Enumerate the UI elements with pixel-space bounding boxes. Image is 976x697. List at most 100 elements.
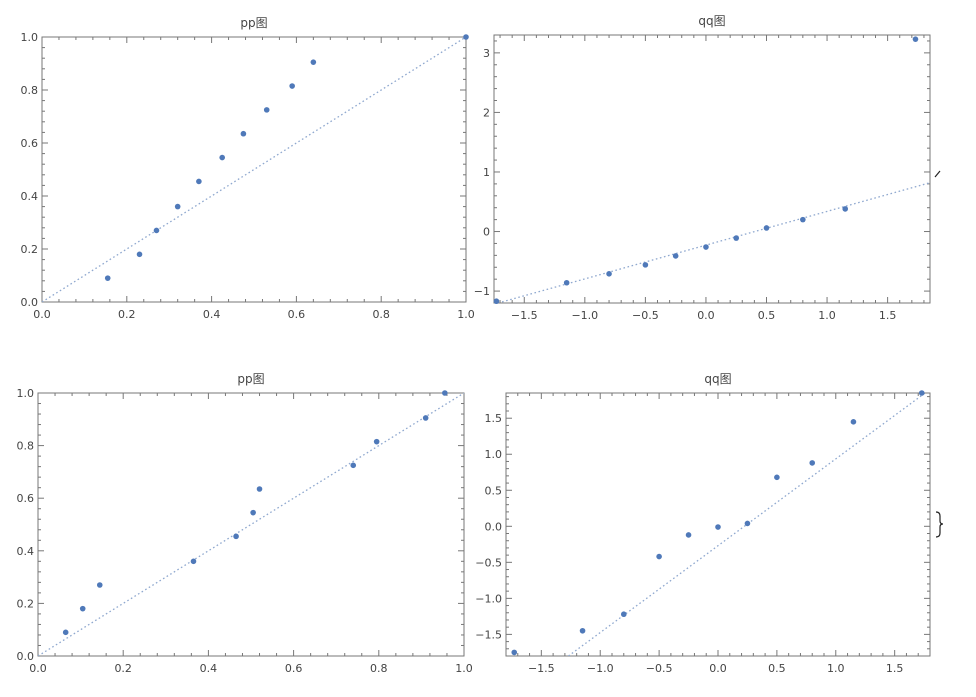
x-tick-label: −1.5 xyxy=(511,309,538,322)
data-point xyxy=(174,203,181,210)
x-tick-label: −0.5 xyxy=(646,662,673,675)
x-tick-label: 0.0 xyxy=(33,308,51,321)
y-tick-label: 1.0 xyxy=(485,448,503,461)
data-point xyxy=(136,251,143,258)
data-point xyxy=(685,532,692,538)
data-point xyxy=(373,438,380,445)
data-point xyxy=(642,262,649,268)
plot-frame xyxy=(37,392,465,657)
y-tick-label: 0.4 xyxy=(17,545,35,558)
x-tick-label: 0.8 xyxy=(372,308,390,321)
data-point xyxy=(763,225,770,231)
data-point xyxy=(842,206,849,212)
y-tick-label: 0.8 xyxy=(21,84,39,97)
x-tick-label: 0.0 xyxy=(709,662,727,675)
x-tick-label: 0.0 xyxy=(29,662,47,675)
x-tick-label: 0.4 xyxy=(203,308,221,321)
chart-3: pp图 0.0 0.2 0.4 0.6 0.8 1.0 0.0 0.2 0.4 0.6 0.8 1.0 xyxy=(17,372,473,675)
data-point xyxy=(912,36,919,42)
data-point xyxy=(153,227,160,234)
brace-mark xyxy=(935,511,944,538)
y-tick-label: 0.2 xyxy=(21,243,39,256)
x-tick-label: 1.0 xyxy=(455,662,473,675)
data-point xyxy=(656,553,662,560)
data-point xyxy=(442,390,448,396)
chart-title: pp图 xyxy=(240,16,267,30)
plot-frame xyxy=(493,34,931,304)
data-point xyxy=(350,462,357,469)
data-point xyxy=(256,486,263,492)
data-point xyxy=(606,271,612,277)
data-point xyxy=(579,627,586,634)
data-point xyxy=(703,244,709,250)
y-tick-label: 1 xyxy=(483,166,490,179)
data-point xyxy=(733,235,740,241)
chart-title: qq图 xyxy=(704,372,731,386)
data-point xyxy=(289,83,295,89)
data-point xyxy=(196,178,202,185)
data-point xyxy=(809,460,816,466)
y-tick-label: 0.4 xyxy=(21,190,39,203)
chart-1: pp图 0.0 0.2 0.4 0.6 0.8 1.0 0.0 0.2 0.4 0.6 0.8 1.0 xyxy=(21,16,475,321)
data-point xyxy=(190,558,197,565)
chart-2: qq图 −1.5 −1.0 −0.5 0.0 0.5 1.0 1.5 −1 0 1 2 3 xyxy=(474,14,931,322)
reference-line xyxy=(495,182,930,303)
x-tick-label: 0.0 xyxy=(697,309,715,322)
data-point xyxy=(774,474,780,481)
x-tick-label: 1.0 xyxy=(827,662,845,675)
data-point xyxy=(96,582,103,588)
data-point xyxy=(233,533,239,540)
x-tick-label: 1.0 xyxy=(457,308,475,321)
reference-line xyxy=(38,393,464,656)
reference-line xyxy=(42,37,466,302)
x-tick-label: 1.5 xyxy=(886,662,904,675)
data-point xyxy=(850,419,857,425)
data-point xyxy=(310,59,317,65)
y-tick-label: 3 xyxy=(483,47,490,60)
chart-title: qq图 xyxy=(698,14,725,28)
data-point xyxy=(79,605,86,612)
x-tick-label: 0.2 xyxy=(118,308,136,321)
data-point xyxy=(715,524,721,530)
edge-tick-mark xyxy=(934,170,941,178)
reference-line xyxy=(568,393,927,656)
data-point xyxy=(672,253,679,259)
x-tick-label: 0.6 xyxy=(285,662,303,675)
data-point xyxy=(62,629,69,636)
y-tick-label: 0.2 xyxy=(17,597,35,610)
data-point xyxy=(422,415,429,421)
y-tick-label: −1 xyxy=(474,285,490,298)
data-point xyxy=(620,611,627,618)
x-tick-label: −1.0 xyxy=(587,662,614,675)
x-tick-label: −1.0 xyxy=(571,309,598,322)
data-point xyxy=(250,509,256,516)
y-tick-label: 2 xyxy=(483,106,490,119)
y-tick-label: 0.0 xyxy=(17,650,35,663)
chart-title: pp图 xyxy=(237,372,264,386)
x-tick-label: 0.5 xyxy=(768,662,786,675)
y-tick-label: 0.0 xyxy=(485,520,503,533)
data-point xyxy=(918,390,925,396)
data-point xyxy=(219,154,225,161)
y-tick-label: 0.0 xyxy=(21,296,39,309)
y-tick-label: 1.0 xyxy=(21,31,39,44)
chart-4: qq图 −1.5 −1.0 −0.5 0.0 0.5 1.0 1.5 −1.5 −1.0 −0.5 0… xyxy=(475,372,931,675)
y-tick-label: 0.5 xyxy=(485,484,503,497)
plot-frame xyxy=(41,36,467,303)
x-tick-label: 0.6 xyxy=(288,308,306,321)
y-tick-label: −0.5 xyxy=(475,556,502,569)
y-tick-label: 0.8 xyxy=(17,440,35,453)
data-point xyxy=(800,216,806,223)
x-tick-label: −1.5 xyxy=(528,662,555,675)
x-tick-label: 0.4 xyxy=(200,662,218,675)
y-tick-label: −1.0 xyxy=(475,592,502,605)
y-tick-label: 0 xyxy=(483,226,490,239)
data-point xyxy=(744,520,751,527)
y-tick-label: 1.0 xyxy=(17,387,35,400)
data-point xyxy=(493,298,500,305)
data-point xyxy=(563,279,570,286)
data-point xyxy=(263,107,270,113)
y-tick-label: 0.6 xyxy=(21,137,39,150)
